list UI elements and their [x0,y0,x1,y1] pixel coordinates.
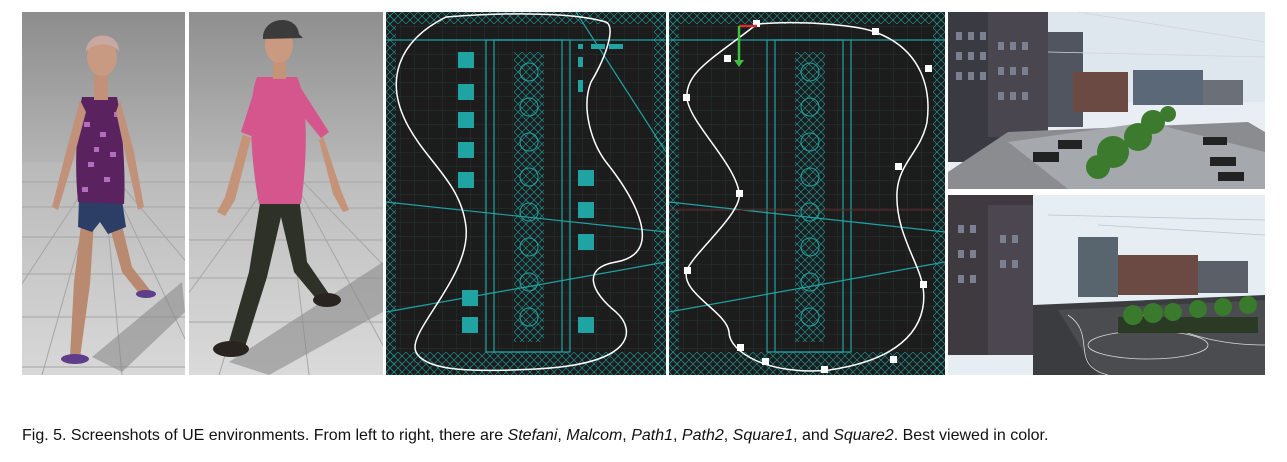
caption-name-stefani: Stefani [507,427,558,444]
caption-sep: , [673,427,678,444]
caption-sep: , [723,427,729,444]
path1-image [386,12,666,375]
square2-image [948,195,1265,375]
caption-sep: , [557,427,562,444]
caption-sep-and: , and [793,427,829,444]
caption-name-malcom: Malcom [566,427,623,444]
caption-text-end: . Best viewed in color. [893,427,1049,444]
path2-panel [669,12,945,375]
caption-name-square2: Square2 [833,427,894,444]
caption-sep: , [622,427,627,444]
path2-image [669,12,945,375]
square1-image [948,12,1265,189]
caption-name-path2: Path2 [681,427,724,444]
malcom-image [189,12,383,375]
path1-panel [386,12,666,375]
figure-caption: Fig. 5. Screenshots of UE environments. … [22,427,1272,445]
caption-text: Screenshots of UE environments. From lef… [70,427,504,444]
square1-panel [948,12,1265,189]
malcom-panel [189,12,383,375]
square2-panel [948,195,1265,375]
caption-name-square1: Square1 [732,427,794,444]
stefani-panel [22,12,185,375]
stefani-image [22,12,185,375]
caption-name-path1: Path1 [631,427,674,444]
caption-label: Fig. 5. [22,427,67,444]
